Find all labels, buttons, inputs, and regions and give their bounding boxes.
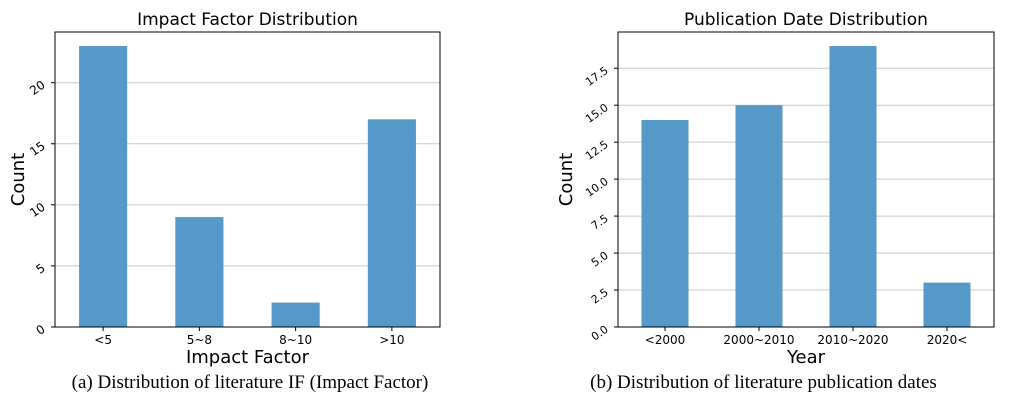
y-tick-label: 12.5 [583, 138, 611, 163]
bar-5-8 [175, 217, 224, 327]
figure-impact-factor: <5 5~8 8~10 >10 0 5 10 15 20 Impact Factor Distri… [0, 0, 500, 402]
bar--10 [367, 119, 416, 328]
bar-2000-2010 [735, 105, 783, 327]
plot-frame [54, 31, 441, 328]
y-tick-label: 10 [27, 200, 48, 220]
y-tick-label: 20 [27, 78, 48, 98]
y-tick-label: 7.5 [589, 212, 611, 233]
x-tick-label: 5~8 [187, 333, 212, 347]
chart-title: Publication Date Distribution [684, 10, 928, 30]
x-tick-label: <2000 [645, 333, 686, 347]
x-tick-label: <5 [94, 333, 112, 347]
y-tick-label: 0 [33, 322, 47, 338]
x-tick-label: 2020< [927, 333, 968, 347]
y-tick-label: 17.5 [583, 64, 611, 89]
y-axis-label: Count [556, 153, 577, 206]
x-tick-label: 2010~2020 [817, 333, 888, 347]
chart-title: Impact Factor Distribution [137, 10, 358, 30]
x-tick-label: 8~10 [279, 333, 312, 347]
bar--2000 [641, 119, 689, 327]
y-tick-label: 15.0 [583, 101, 611, 126]
y-tick-label: 5 [33, 261, 47, 277]
caption-publication-date: (b) Distribution of literature publicati… [590, 372, 937, 393]
x-tick-label: >10 [379, 333, 404, 347]
y-tick-label: 15 [27, 139, 48, 159]
y-axis-label: Count [8, 153, 29, 206]
bar-8-10 [271, 302, 320, 327]
impact-factor-chart: <5 5~8 8~10 >10 0 5 10 15 20 Impact Factor Distri… [8, 10, 441, 368]
x-tick-label: 2000~2010 [723, 333, 794, 347]
y-tick-label: 10.0 [583, 175, 611, 200]
bar--5 [79, 46, 128, 328]
y-tick-label: 5.0 [589, 249, 611, 270]
bar-2010-2020 [829, 46, 877, 328]
publication-date-chart: <2000 2000~2010 2010~2020 2020< 0.0 2.5 5.0 7.5… [556, 10, 995, 368]
figure-publication-date: <2000 2000~2010 2010~2020 2020< 0.0 2.5 5.0 7.5… [510, 0, 1017, 402]
bar-2020- [923, 282, 971, 327]
x-axis-label: Impact Factor [186, 347, 310, 368]
caption-impact-factor: (a) Distribution of literature IF (Impac… [71, 372, 429, 393]
x-axis-label: Year [786, 347, 826, 368]
y-tick-label: 2.5 [589, 286, 611, 307]
y-tick-label: 0.0 [589, 323, 611, 344]
